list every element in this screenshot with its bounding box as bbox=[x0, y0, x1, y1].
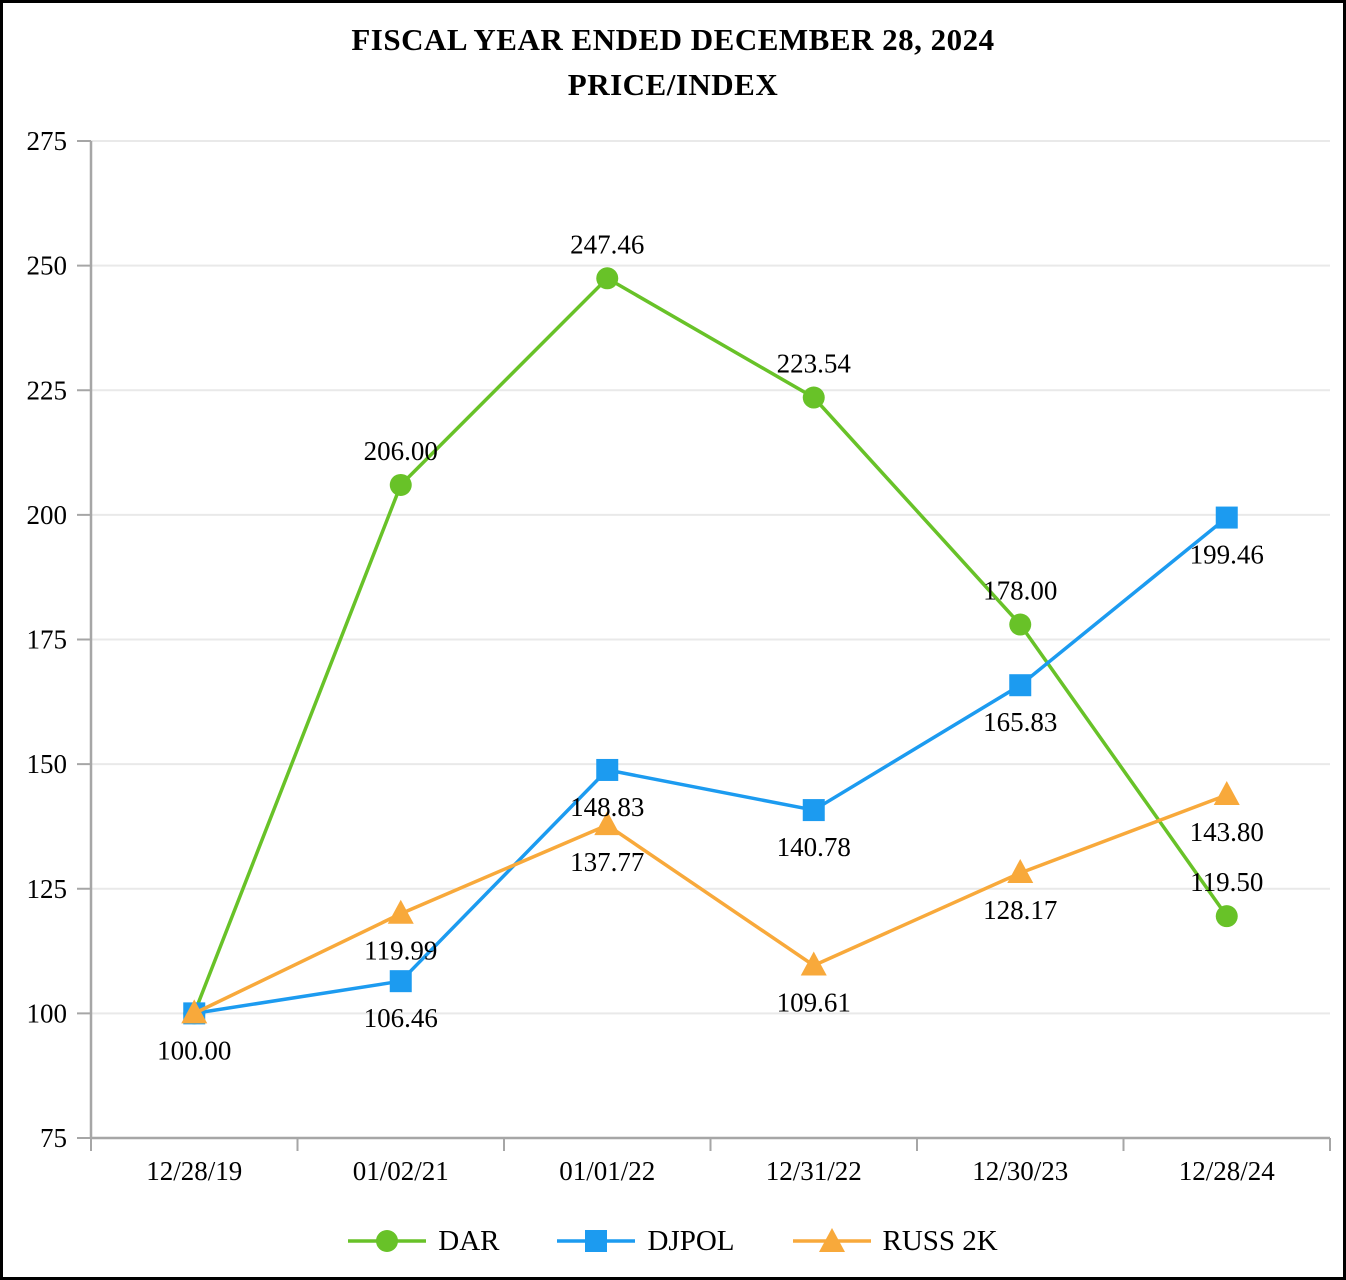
chart-title: FISCAL YEAR ENDED DECEMBER 28, 2024 PRIC… bbox=[3, 17, 1343, 107]
data-point-label: 143.80 bbox=[1190, 817, 1264, 847]
x-tick-label: 01/01/22 bbox=[559, 1156, 655, 1186]
y-tick-label: 100 bbox=[27, 998, 68, 1028]
x-tick-label: 01/02/21 bbox=[353, 1156, 449, 1186]
data-point-label: 137.77 bbox=[570, 847, 644, 877]
data-point-label: 109.61 bbox=[777, 987, 851, 1017]
data-point-label: 119.50 bbox=[1190, 867, 1263, 897]
y-tick-label: 225 bbox=[27, 375, 68, 405]
data-point-label: 178.00 bbox=[983, 576, 1057, 606]
chart-title-line1: FISCAL YEAR ENDED DECEMBER 28, 2024 bbox=[351, 22, 995, 57]
data-point-label: 199.46 bbox=[1190, 540, 1264, 570]
data-point-marker-russ-2k bbox=[594, 811, 621, 836]
data-point-label: 206.00 bbox=[364, 436, 438, 466]
data-point-label: 100.00 bbox=[157, 1035, 231, 1065]
data-point-label: 119.99 bbox=[364, 936, 437, 966]
data-point-label: 140.78 bbox=[777, 832, 851, 862]
legend-item-djpol: DJPOL bbox=[557, 1224, 735, 1258]
data-point-marker-russ-2k bbox=[1007, 858, 1034, 883]
data-point-marker-dar bbox=[1215, 905, 1238, 928]
y-tick-label: 200 bbox=[27, 500, 68, 530]
data-point-marker-russ-2k bbox=[387, 899, 414, 924]
data-point-marker-djpol bbox=[596, 758, 619, 781]
data-point-label: 106.46 bbox=[364, 1003, 438, 1033]
data-point-marker-russ-2k bbox=[1213, 781, 1240, 806]
legend-label: DAR bbox=[438, 1224, 500, 1257]
data-point-marker-dar bbox=[802, 386, 825, 409]
legend-label: DJPOL bbox=[647, 1224, 735, 1257]
y-tick-label: 175 bbox=[27, 625, 68, 655]
data-point-marker-dar bbox=[1009, 613, 1032, 636]
data-point-marker-russ-2k bbox=[800, 951, 827, 976]
data-point-marker-djpol bbox=[1215, 506, 1238, 529]
x-tick-label: 12/28/19 bbox=[146, 1156, 242, 1186]
y-tick-label: 275 bbox=[27, 126, 68, 156]
series-line-dar bbox=[192, 276, 1229, 1015]
legend-label: RUSS 2K bbox=[882, 1224, 998, 1257]
chart-legend: DAR DJPOL RUSS 2K bbox=[3, 1206, 1343, 1276]
circle-marker-icon bbox=[348, 1230, 427, 1252]
series-line-djpol bbox=[193, 516, 1228, 1016]
legend-item-dar: DAR bbox=[348, 1224, 499, 1258]
series-line-russ-2k bbox=[193, 793, 1228, 1015]
data-point-label: 148.83 bbox=[570, 792, 644, 822]
x-tick-label: 12/30/23 bbox=[972, 1156, 1068, 1186]
x-tick-label: 12/31/22 bbox=[766, 1156, 862, 1186]
data-point-marker-djpol bbox=[1009, 674, 1032, 697]
x-tick-label: 12/28/24 bbox=[1179, 1156, 1276, 1186]
data-point-marker-dar bbox=[389, 473, 412, 496]
y-tick-label: 75 bbox=[40, 1123, 67, 1153]
data-point-label: 128.17 bbox=[983, 895, 1057, 925]
data-point-marker-russ-2k bbox=[181, 999, 208, 1024]
y-tick-label: 150 bbox=[27, 749, 68, 779]
data-point-label: 165.83 bbox=[983, 707, 1057, 737]
data-point-marker-dar bbox=[596, 267, 619, 290]
data-point-label: 223.54 bbox=[777, 349, 852, 379]
legend-item-russ-2k: RUSS 2K bbox=[792, 1224, 998, 1258]
y-tick-label: 250 bbox=[27, 251, 68, 281]
data-point-marker-djpol bbox=[389, 970, 412, 993]
triangle-marker-icon bbox=[792, 1228, 871, 1252]
price-index-line-chart: 75 100 125 150 175 200 225 250 275 12/28/19 01/02/… bbox=[27, 126, 1331, 1186]
y-tick-label: 125 bbox=[27, 874, 68, 904]
data-point-marker-djpol bbox=[802, 799, 825, 822]
chart-title-line2: PRICE/INDEX bbox=[567, 67, 779, 102]
data-point-label: 247.46 bbox=[570, 229, 644, 259]
square-marker-icon bbox=[557, 1230, 636, 1252]
